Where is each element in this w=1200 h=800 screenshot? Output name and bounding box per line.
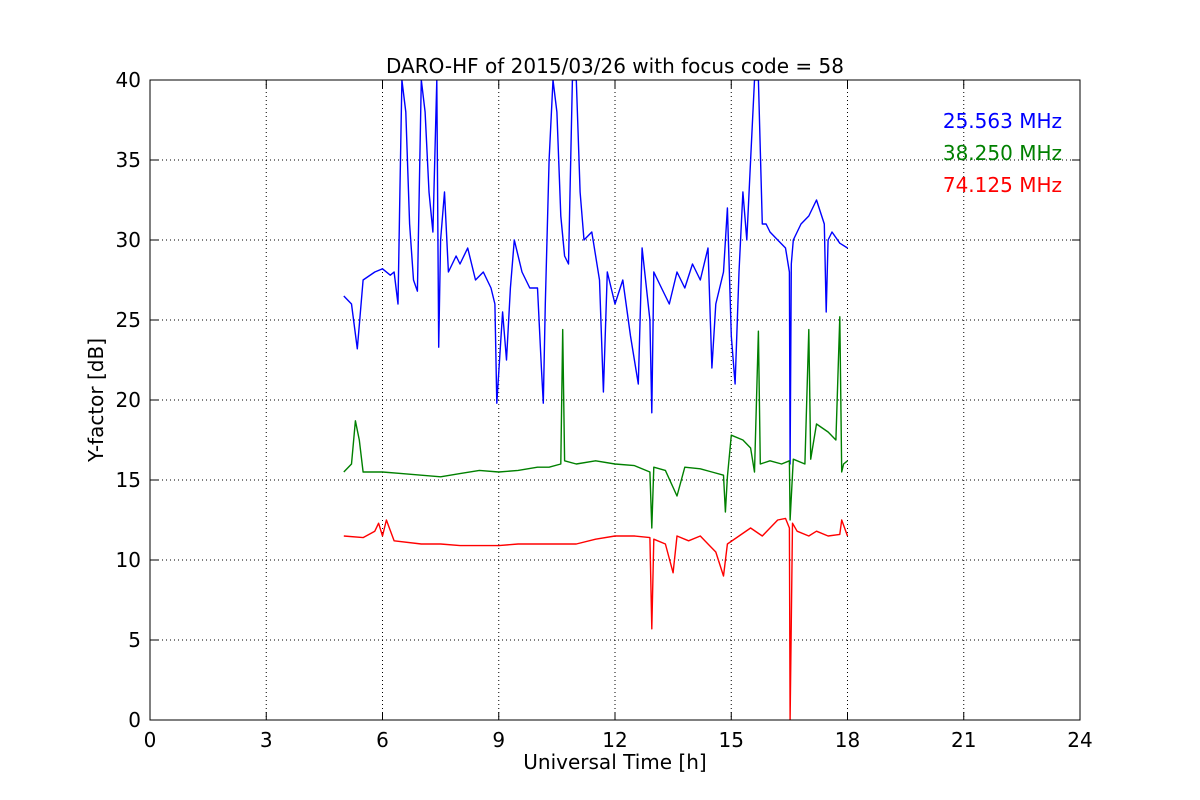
x-tick-label: 18 — [835, 728, 860, 752]
legend-entry: 74.125 MHz — [943, 173, 1062, 197]
y-axis-label: Y-factor [dB] — [84, 338, 108, 463]
legend: 25.563 MHz 38.250 MHz 74.125 MHz — [943, 109, 1062, 197]
legend-entry: 25.563 MHz — [943, 109, 1062, 133]
x-tick-label: 12 — [602, 728, 627, 752]
y-tick-label: 20 — [116, 388, 141, 412]
x-axis-label: Universal Time [h] — [523, 750, 706, 774]
series-layer — [343, 80, 849, 720]
x-tick-label: 15 — [719, 728, 744, 752]
x-tick-label: 0 — [144, 728, 157, 752]
x-tick-label: 6 — [376, 728, 389, 752]
ticks: 0 3 6 9 12 15 18 21 24 0 5 10 15 20 25 30 35 40 — [116, 68, 1093, 752]
series-line-2 — [343, 517, 849, 720]
x-tick-label: 9 — [492, 728, 505, 752]
x-tick-label: 21 — [951, 728, 976, 752]
legend-entry: 38.250 MHz — [943, 141, 1062, 165]
x-tick-label: 3 — [260, 728, 273, 752]
chart-title: DARO-HF of 2015/03/26 with focus code = … — [386, 54, 844, 78]
y-tick-label: 30 — [116, 228, 141, 252]
y-tick-label: 35 — [116, 148, 141, 172]
y-tick-label: 0 — [128, 708, 141, 732]
y-tick-label: 15 — [116, 468, 141, 492]
y-tick-label: 40 — [116, 68, 141, 92]
y-tick-label: 5 — [128, 628, 141, 652]
series-line-0 — [343, 80, 848, 465]
y-tick-label: 25 — [116, 308, 141, 332]
series-line-1 — [343, 316, 848, 529]
y-tick-label: 10 — [116, 548, 141, 572]
x-tick-label: 24 — [1067, 728, 1092, 752]
